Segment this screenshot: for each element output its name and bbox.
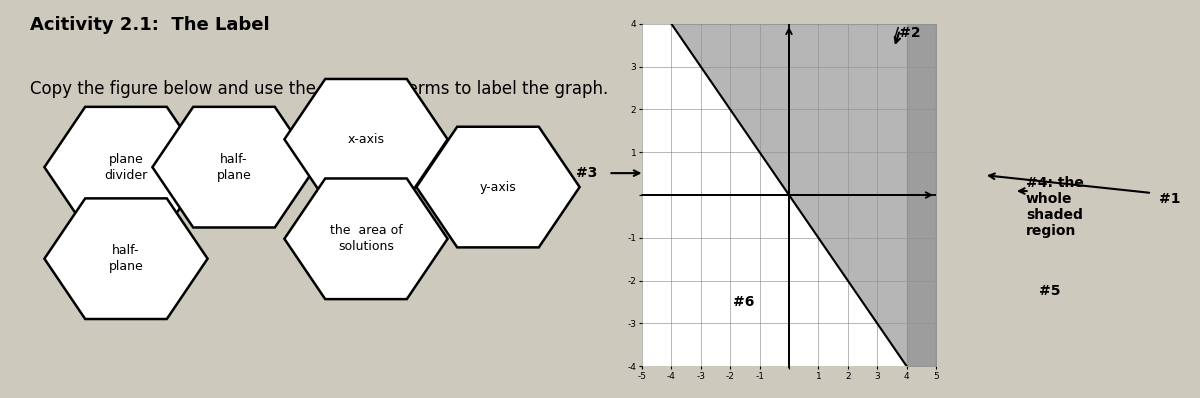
Text: Acitivity 2.1:  The Label: Acitivity 2.1: The Label [30, 16, 270, 34]
Text: #6: #6 [733, 295, 755, 310]
Text: plane
divider: plane divider [104, 153, 148, 181]
Text: #4: the
whole
shaded
region: #4: the whole shaded region [1026, 176, 1084, 238]
Text: /#2: /#2 [894, 26, 920, 40]
Text: #5: #5 [1039, 283, 1061, 298]
Text: y-axis: y-axis [480, 181, 516, 193]
Text: #1: #1 [1159, 192, 1181, 206]
Text: the  area of
solutions: the area of solutions [330, 224, 402, 253]
Text: #3: #3 [576, 166, 598, 180]
Text: x-axis: x-axis [348, 133, 384, 146]
Text: half-
plane: half- plane [109, 244, 143, 273]
Text: half-
plane: half- plane [217, 153, 251, 181]
Text: Copy the figure below and use the following terms to label the graph.: Copy the figure below and use the follow… [30, 80, 608, 98]
